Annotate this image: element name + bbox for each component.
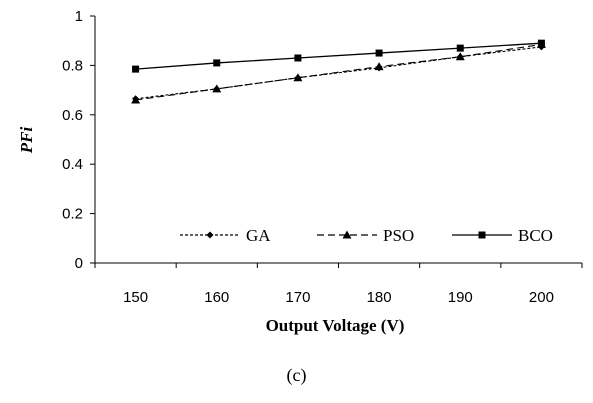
series-line-pso	[135, 43, 542, 101]
legend-marker-ga	[206, 231, 214, 239]
legend-item-ga: GA	[180, 226, 271, 245]
series-line-ga	[135, 46, 542, 100]
x-tick-label: 180	[367, 289, 392, 306]
y-tick-labels: 0 0.2 0.4 0.6 0.8 1	[62, 8, 83, 272]
y-tick-label: 1	[75, 8, 83, 25]
x-tick-labels: 150 160 170 180 190 200	[123, 289, 554, 306]
data-point-bco	[213, 59, 221, 67]
x-tick-label: 200	[529, 289, 554, 306]
series-bco	[132, 39, 545, 73]
y-tick-label: 0.8	[62, 57, 83, 74]
series-line-bco	[135, 42, 542, 70]
data-point-pso	[455, 52, 465, 61]
y-tick-label: 0.4	[62, 156, 83, 173]
data-point-bco	[294, 54, 302, 62]
legend-label-ga: GA	[246, 226, 271, 245]
x-tick-label: 190	[448, 289, 473, 306]
series-pso	[131, 39, 546, 104]
legend-item-bco: BCO	[452, 226, 553, 245]
data-point-bco	[537, 39, 545, 47]
legend-marker-bco	[478, 231, 486, 239]
legend-label-bco: BCO	[518, 226, 553, 245]
data-point-bco	[375, 49, 383, 57]
line-chart: 0 0.2 0.4 0.6 0.8 1 150 160 170 180 190 200 GA PSO B…	[17, 8, 583, 335]
figure-caption: (c)	[286, 365, 307, 385]
x-tick-label: 170	[285, 289, 310, 306]
x-tick-label: 160	[204, 289, 229, 306]
x-tick-label: 150	[123, 289, 148, 306]
legend-marker-pso	[342, 230, 352, 239]
x-axis-title: Output Voltage (V)	[266, 316, 405, 335]
data-point-bco	[132, 65, 140, 73]
data-point-pso	[374, 62, 384, 71]
data-point-pso	[131, 95, 141, 104]
y-tick-label: 0.2	[62, 206, 83, 223]
chart-legend: GA PSO BCO	[180, 226, 553, 245]
data-point-pso	[293, 73, 303, 82]
data-point-bco	[456, 44, 464, 52]
chart-axes	[90, 15, 583, 268]
series-layer	[131, 39, 546, 104]
legend-label-pso: PSO	[383, 226, 414, 245]
data-point-pso	[212, 84, 222, 93]
y-tick-label: 0	[75, 255, 83, 272]
y-tick-label: 0.6	[62, 107, 83, 124]
y-axis-title: PFi	[17, 127, 36, 155]
series-ga	[132, 43, 545, 103]
legend-item-pso: PSO	[317, 226, 414, 245]
